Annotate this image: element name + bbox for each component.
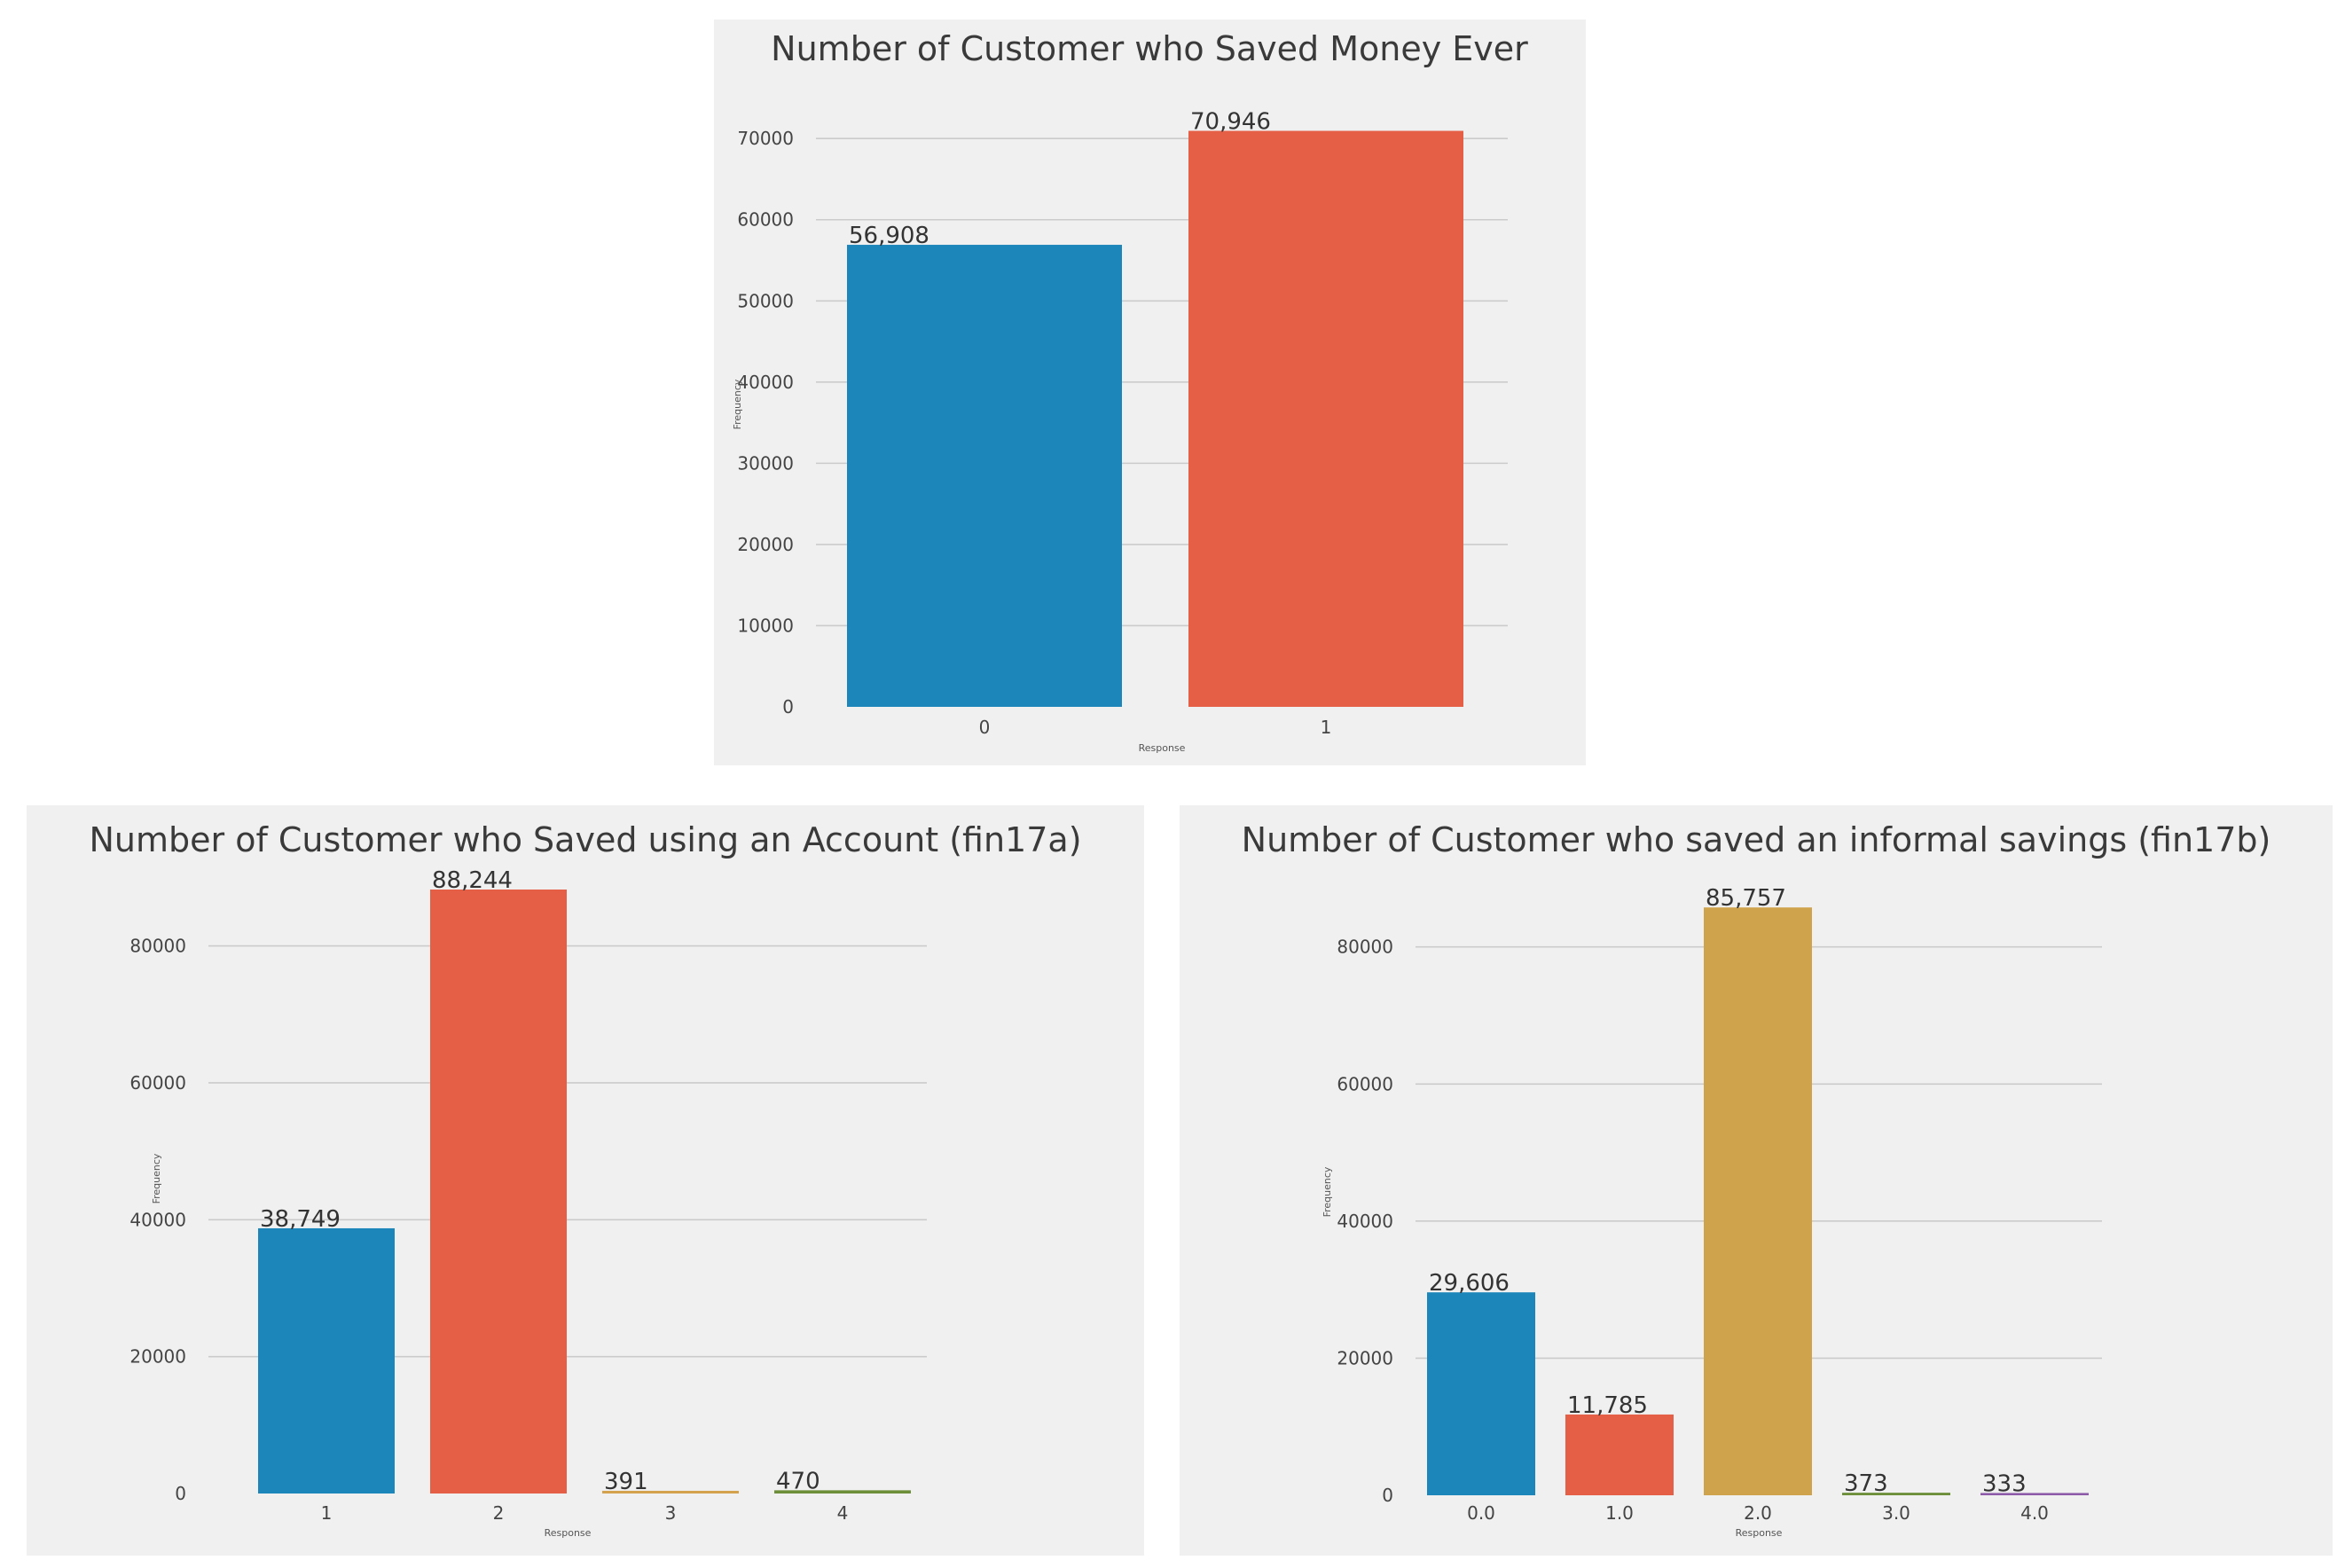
x-tick-label: 0.0 [1467, 1502, 1495, 1524]
chart-fin17a: Number of Customer who Saved using an Ac… [89, 820, 1081, 1539]
y-tick-label: 40000 [1337, 1211, 1393, 1232]
chart-panel-saved-money-ever: Number of Customer who Saved Money Ever 0… [714, 20, 1586, 765]
y-axis-label: Frequency [1322, 1166, 1333, 1217]
data-label: 470 [776, 1468, 820, 1494]
chart-title: Number of Customer who saved an informal… [1242, 820, 2271, 859]
data-label: 38,749 [260, 1206, 341, 1233]
x-tick-label: 2.0 [1744, 1502, 1772, 1524]
y-tick-label: 60000 [737, 209, 794, 231]
x-axis-label: Response [1139, 742, 1186, 754]
y-tick-label: 20000 [129, 1346, 186, 1368]
y-tick-label: 70000 [737, 128, 794, 149]
y-tick-label: 60000 [129, 1072, 186, 1094]
bar [258, 1227, 395, 1494]
bar [602, 1490, 739, 1494]
bar [1565, 1414, 1674, 1495]
y-axis-label: Frequency [732, 379, 743, 429]
y-tick-label: 50000 [737, 290, 794, 311]
y-tick-label: 30000 [737, 452, 794, 474]
x-tick-label: 1.0 [1605, 1502, 1634, 1524]
bar [774, 1490, 911, 1494]
x-tick-label: 2 [493, 1502, 505, 1524]
data-label: 11,785 [1567, 1392, 1648, 1419]
data-label: 29,606 [1429, 1270, 1510, 1297]
bar [1704, 907, 1812, 1495]
chart-fin17b: Number of Customer who saved an informal… [1242, 820, 2271, 1539]
data-label: 88,244 [432, 867, 513, 894]
x-tick-label: 4 [837, 1502, 849, 1524]
data-label: 333 [1982, 1470, 2027, 1497]
data-label: 391 [604, 1469, 648, 1495]
y-tick-label: 0 [782, 696, 794, 717]
bar [1188, 130, 1463, 707]
data-label: 85,757 [1706, 885, 1786, 912]
x-tick-label: 4.0 [2020, 1502, 2049, 1524]
data-label: 56,908 [849, 223, 929, 249]
chart-title: Number of Customer who Saved Money Ever [771, 29, 1528, 68]
chart-saved-money-ever: Number of Customer who Saved Money Ever 0… [732, 29, 1528, 754]
data-label: 373 [1844, 1470, 1888, 1497]
x-axis-label: Response [1736, 1527, 1783, 1539]
y-tick-label: 20000 [737, 534, 794, 555]
bar [430, 889, 567, 1494]
chart-title: Number of Customer who Saved using an Ac… [89, 820, 1081, 859]
bar [1427, 1292, 1535, 1495]
x-tick-label: 1 [321, 1502, 333, 1524]
bar [1980, 1493, 2089, 1495]
y-tick-label: 20000 [1337, 1347, 1393, 1368]
y-tick-label: 40000 [129, 1209, 186, 1230]
y-tick-label: 60000 [1337, 1073, 1393, 1094]
x-tick-label: 1 [1321, 717, 1332, 738]
chart-panel-fin17a: Number of Customer who Saved using an Ac… [27, 805, 1144, 1556]
bar [1842, 1493, 1950, 1495]
bar [847, 245, 1122, 707]
y-axis-label: Frequency [151, 1153, 162, 1203]
data-label: 70,946 [1190, 109, 1271, 136]
y-tick-label: 0 [175, 1483, 186, 1504]
y-tick-label: 80000 [129, 936, 186, 957]
x-tick-label: 0 [979, 717, 991, 738]
y-tick-label: 10000 [737, 615, 794, 636]
y-tick-label: 80000 [1337, 937, 1393, 958]
y-tick-label: 0 [1382, 1485, 1393, 1506]
x-axis-label: Response [545, 1527, 592, 1539]
y-tick-label: 40000 [737, 372, 794, 393]
x-tick-label: 3 [665, 1502, 677, 1524]
x-tick-label: 3.0 [1882, 1502, 1910, 1524]
chart-panel-fin17b: Number of Customer who saved an informal… [1180, 805, 2333, 1556]
